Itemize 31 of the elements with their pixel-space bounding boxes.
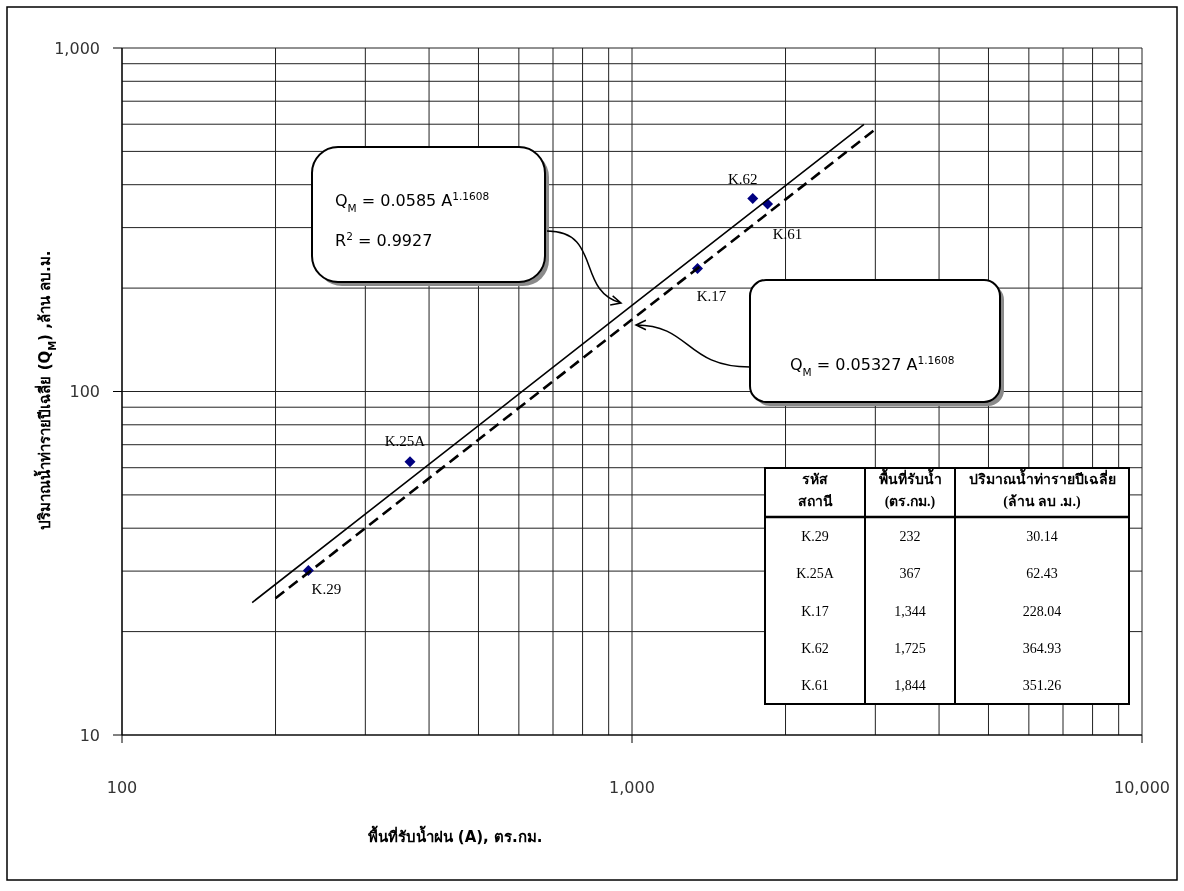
annotation: K.17 [696,287,727,304]
annotation: 228.04 [1022,603,1062,619]
annotation: Q$_{M}$ = 0.05327 A$^{1.1608}$ [790,354,955,378]
annotation: 232 [899,528,921,544]
annotation: K.62 [727,171,758,188]
annotation: 1,344 [894,603,926,619]
annotation: R$^{2}$ = 0.9927 [335,230,433,250]
annotation: Q$_{M}$ = 0.0585 A$^{1.1608}$ [335,190,490,214]
x-tick-label: 10,000 [1114,778,1170,797]
x-axis-title: พื้นที่รับน้ำฝน (A), ตร.กม. [367,825,543,846]
annotation: 30.14 [1026,528,1058,544]
annotation: 1,844 [894,678,926,694]
annotation: รหัส สถานี [797,472,833,509]
x-tick-label: 1,000 [609,778,655,797]
annotation: K.25A [796,566,835,582]
y-tick-label: 1,000 [54,38,100,58]
annotation: พื้นที่รับน้ำ (ตร.กม.) [878,468,942,510]
y-tick-label: 10 [79,725,100,745]
annotation: ปริมาณน้ำท่ารายปีเฉลี่ย (ล้าน ลบ .ม.) [968,468,1116,510]
annotation: K.61 [801,678,829,694]
annotation: 351.26 [1022,678,1062,694]
annotation: 1,725 [894,640,926,656]
x-tick-label: 100 [106,778,138,797]
annotation: K.17 [801,603,829,619]
annotation: K.29 [801,528,829,544]
annotation: K.29 [311,581,342,598]
annotation: 367 [899,566,921,582]
y-tick-label: 100 [69,382,100,402]
annotation: 364.93 [1022,640,1062,656]
annotation: K.62 [801,640,829,656]
annotation: 62.43 [1026,566,1058,582]
